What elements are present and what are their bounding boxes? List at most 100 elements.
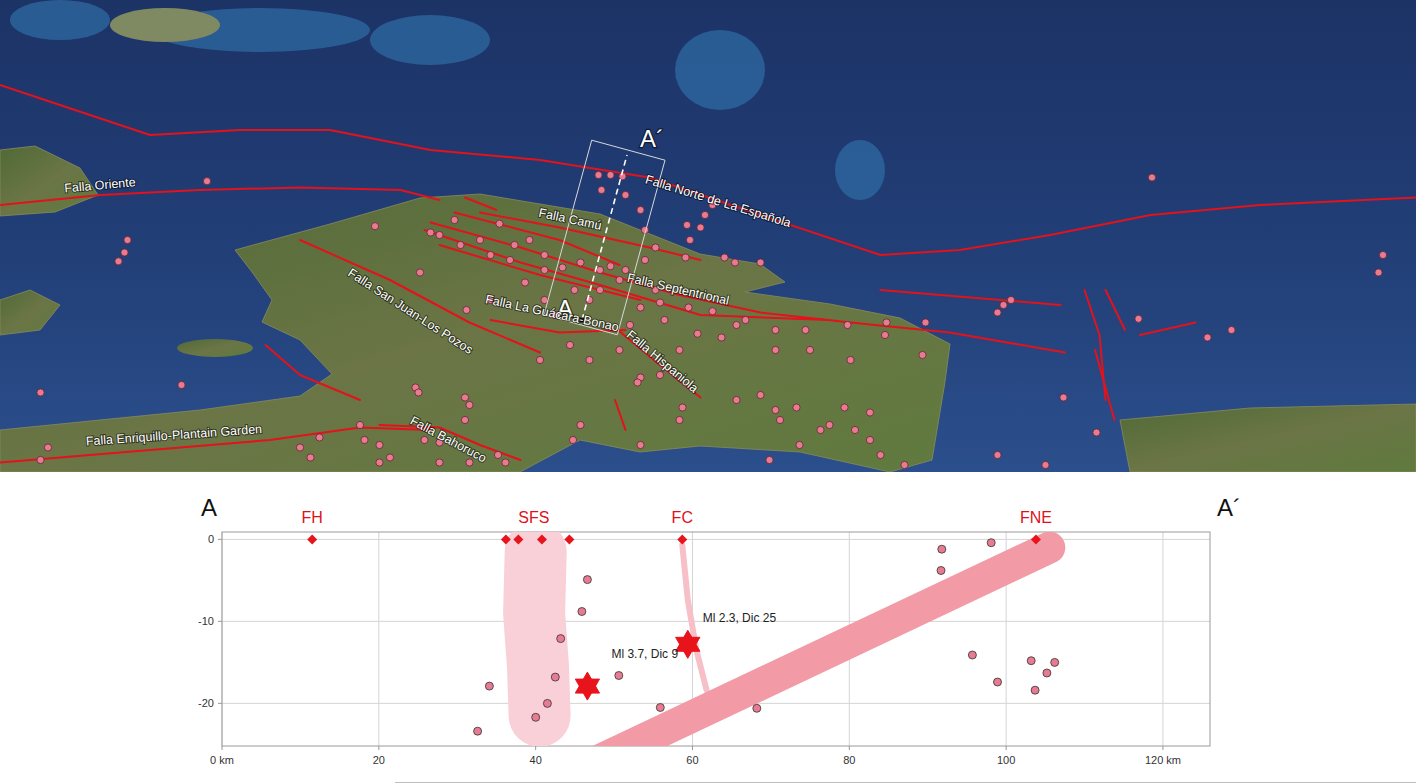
- fault-trace: [881, 290, 1061, 305]
- epicenter: [866, 409, 873, 416]
- land: [1120, 404, 1416, 472]
- epicenter: [806, 346, 813, 353]
- epicenter: [1042, 461, 1049, 468]
- x-tick-label: 20: [373, 754, 385, 766]
- surface-fault: [537, 534, 547, 544]
- section-background: [0, 472, 1416, 784]
- surface-fault: [501, 534, 511, 544]
- epicenter: [851, 426, 858, 433]
- fault-label: Falla Norte de La Española: [644, 172, 793, 230]
- event-label: Ml 2.3, Dic 25: [703, 611, 777, 625]
- epicenter: [356, 421, 363, 428]
- surface-fault-label: FC: [672, 509, 693, 526]
- x-tick-label: 0 km: [210, 754, 234, 766]
- fault-trace: [1140, 323, 1196, 336]
- surface-fault: [1031, 534, 1041, 544]
- epicenter: [802, 326, 809, 333]
- epicenter: [1135, 315, 1142, 322]
- epicenter: [37, 456, 44, 463]
- epicenter: [502, 459, 509, 466]
- epicenter: [772, 406, 779, 413]
- island: [110, 8, 220, 42]
- fault-trace: [440, 245, 641, 300]
- epicenter: [656, 371, 663, 378]
- shallow-bank: [675, 30, 765, 110]
- epicenter: [922, 319, 929, 326]
- epicenter: [994, 451, 1001, 458]
- cross-section: 0 km20406080100120 km0-10-20Ml 3.7, Dic …: [198, 494, 1241, 766]
- tick-mark: [849, 746, 850, 750]
- fault-trace: [266, 345, 361, 400]
- separator: [395, 782, 1416, 783]
- x-tick-label: 80: [843, 754, 855, 766]
- hypocenter: [994, 678, 1002, 686]
- hypocenter: [1031, 686, 1039, 694]
- hypocenter: [557, 635, 565, 643]
- hypocenter: [968, 651, 976, 659]
- section-line: [582, 155, 627, 320]
- epicenter: [731, 259, 738, 266]
- epicenter: [757, 259, 764, 266]
- epicenter: [124, 236, 131, 243]
- epicenter: [559, 264, 566, 271]
- hypocenter: [938, 545, 946, 553]
- epicenter: [361, 436, 368, 443]
- fault-trace: [465, 198, 497, 211]
- shallow-bank: [835, 140, 885, 200]
- fault-labels: Falla Norte de La EspañolaFalla OrienteF…: [64, 172, 793, 465]
- epicenter: [376, 459, 383, 466]
- epicenter: [847, 356, 854, 363]
- profile-start-label: A: [201, 494, 217, 521]
- epicenter: [641, 256, 648, 263]
- fault-trace: [425, 230, 830, 320]
- epicenter: [721, 254, 728, 261]
- hypocenter: [937, 567, 945, 575]
- epicenter: [569, 436, 576, 443]
- epicenter: [494, 451, 501, 458]
- hypocenter: [987, 539, 995, 547]
- epicenter: [877, 451, 884, 458]
- hypocenter: [543, 699, 551, 707]
- epicenter: [676, 416, 683, 423]
- epicenter: [637, 206, 644, 213]
- island: [177, 339, 253, 357]
- epicenter: [637, 441, 644, 448]
- epicenter: [919, 351, 926, 358]
- hypocenter: [578, 608, 586, 616]
- faults: [0, 85, 1416, 463]
- y-tick-label: -20: [198, 697, 214, 709]
- epicenter: [883, 319, 890, 326]
- grid-line: [378, 532, 379, 746]
- surface-fault: [307, 534, 317, 544]
- fault-label: Falla Oriente: [64, 175, 137, 195]
- surface-fault: [564, 534, 574, 544]
- epicenter: [466, 459, 473, 466]
- epicenter: [296, 444, 303, 451]
- fault-trace: [431, 223, 1066, 353]
- epicenter: [994, 309, 1001, 316]
- epicenter: [733, 396, 740, 403]
- epicenter: [586, 356, 593, 363]
- epicenter: [386, 454, 393, 461]
- epicenter: [1148, 174, 1155, 181]
- epicenter: [1228, 326, 1235, 333]
- epicenter: [766, 456, 773, 463]
- epicenter: [577, 259, 584, 266]
- tick-mark: [535, 746, 536, 750]
- epicenter: [616, 346, 623, 353]
- epicenter: [844, 321, 851, 328]
- epicenter: [757, 391, 764, 398]
- epicenter: [541, 266, 548, 273]
- figure: AA´Falla Norte de La EspañolaFalla Orien…: [0, 0, 1416, 784]
- map: [0, 0, 1416, 472]
- epicenter: [683, 221, 690, 228]
- epicenter: [793, 404, 800, 411]
- hypocenter: [1043, 669, 1051, 677]
- epicenter: [307, 454, 314, 461]
- epicenter: [506, 256, 513, 263]
- epicenter: [686, 236, 693, 243]
- epicenter: [637, 304, 644, 311]
- epicenter: [463, 306, 470, 313]
- epicenter: [476, 236, 483, 243]
- epicenter: [596, 286, 603, 293]
